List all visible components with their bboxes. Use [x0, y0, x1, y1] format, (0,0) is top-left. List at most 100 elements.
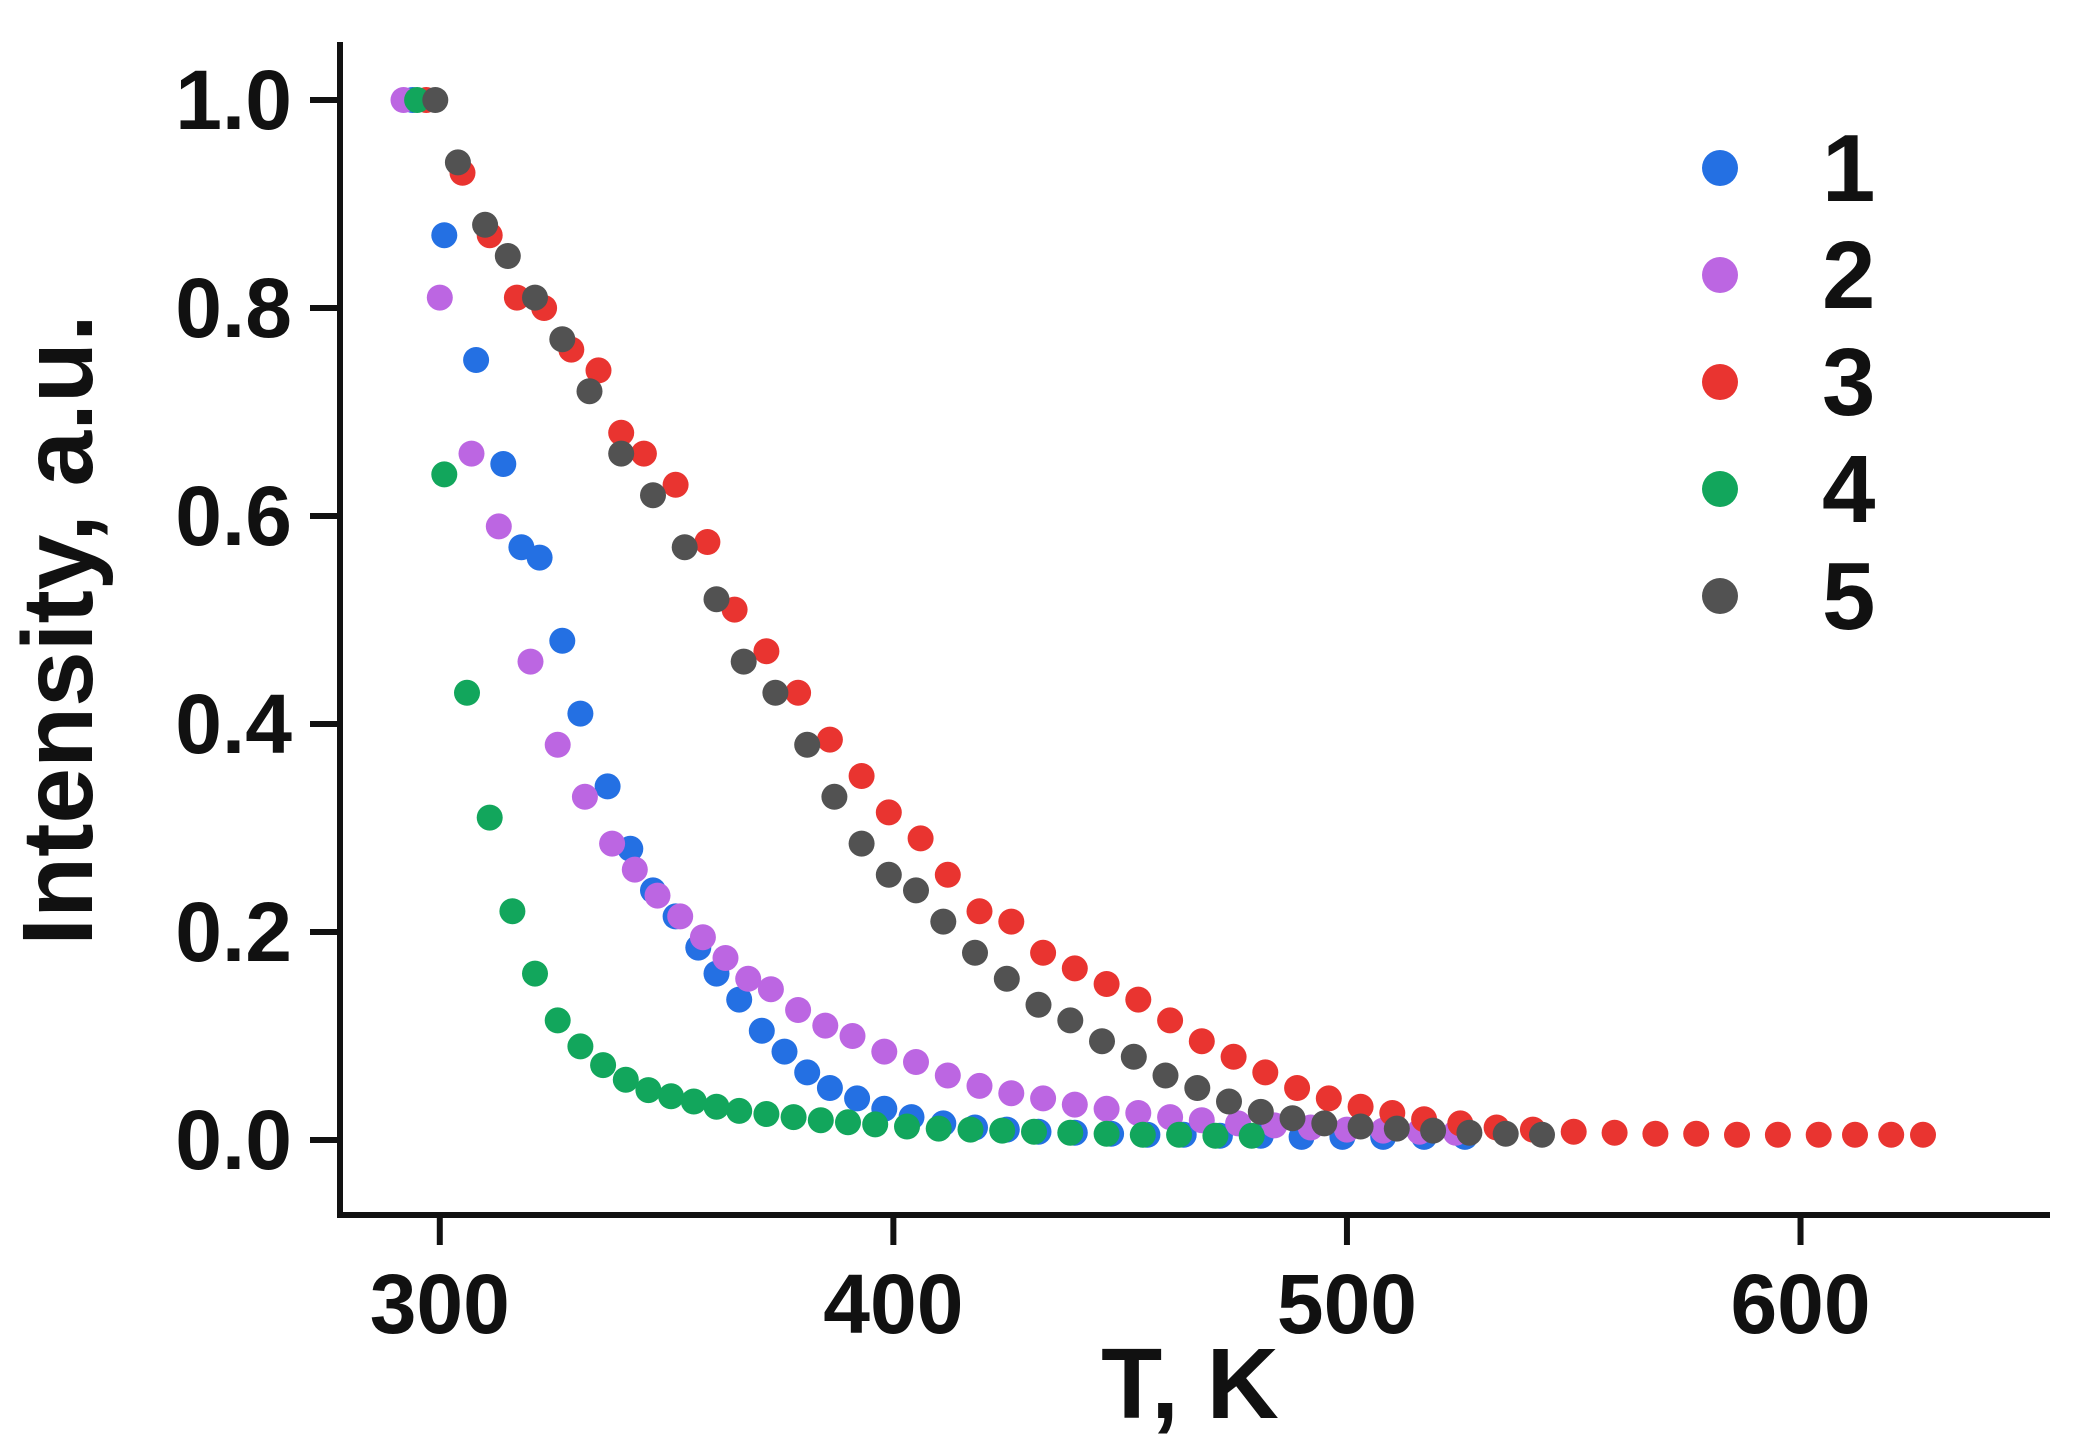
data-point-series-4 [925, 1115, 952, 1142]
data-point-series-2 [998, 1080, 1025, 1107]
data-point-series-5 [962, 939, 988, 966]
data-point-series-5 [1247, 1098, 1274, 1125]
data-point-series-4 [780, 1104, 807, 1131]
data-point-series-4 [894, 1113, 920, 1140]
data-point-series-5 [640, 482, 666, 509]
data-point-series-4 [567, 1033, 594, 1060]
data-point-series-5 [608, 440, 635, 467]
data-point-series-5 [1492, 1120, 1519, 1147]
data-point-series-3 [1252, 1059, 1279, 1086]
data-point-series-1 [748, 1017, 775, 1044]
legend-label-4: 4 [1822, 436, 1875, 543]
data-point-series-4 [1129, 1121, 1156, 1148]
data-point-series-4 [680, 1088, 707, 1115]
data-point-series-5 [930, 908, 957, 935]
data-point-series-2 [544, 731, 571, 758]
data-point-series-3 [1642, 1120, 1669, 1147]
data-point-series-2 [1093, 1095, 1120, 1122]
data-point-series-2 [712, 945, 739, 971]
data-point-series-3 [1347, 1093, 1374, 1120]
data-point-series-1 [463, 347, 490, 373]
data-point-series-2 [599, 830, 626, 857]
data-point-series-5 [794, 731, 821, 758]
data-point-series-3 [1188, 1028, 1215, 1055]
data-point-series-5 [1120, 1043, 1147, 1070]
data-point-series-5 [1347, 1113, 1374, 1140]
data-point-series-3 [1764, 1121, 1791, 1148]
data-point-series-4 [1093, 1120, 1120, 1147]
data-point-series-3 [1878, 1121, 1905, 1148]
data-point-series-2 [871, 1038, 898, 1065]
data-point-series-5 [1025, 991, 1052, 1018]
data-point-series-2 [644, 882, 671, 909]
data-point-series-4 [835, 1109, 861, 1136]
x-tick-label: 300 [370, 1257, 510, 1351]
legend-label-1: 1 [1822, 115, 1875, 222]
data-point-series-5 [422, 87, 449, 113]
data-point-series-3 [998, 908, 1025, 935]
data-point-series-4 [612, 1066, 639, 1093]
legend-label-2: 2 [1822, 222, 1875, 329]
data-point-series-3 [816, 726, 843, 753]
data-point-series-4 [753, 1101, 780, 1127]
data-point-series-4 [726, 1097, 753, 1124]
data-point-series-5 [671, 534, 698, 561]
data-point-series-3 [785, 679, 812, 706]
legend-marker-4 [1702, 471, 1738, 507]
data-point-series-3 [1724, 1121, 1750, 1148]
data-point-series-1 [844, 1085, 871, 1112]
data-point-series-4 [989, 1117, 1016, 1144]
y-tick-label: 0.6 [175, 469, 292, 563]
data-point-series-2 [1061, 1091, 1088, 1118]
x-axis-label: T, K [1101, 1328, 1279, 1440]
data-point-series-5 [1089, 1028, 1115, 1055]
data-point-series-3 [1125, 986, 1152, 1013]
data-point-series-3 [1315, 1085, 1342, 1112]
data-point-series-4 [1021, 1118, 1047, 1145]
data-point-series-3 [585, 357, 612, 384]
legend-marker-1 [1702, 150, 1738, 186]
data-point-series-3 [848, 763, 875, 789]
legend-marker-2 [1702, 257, 1738, 293]
y-tick-label: 0.8 [175, 261, 292, 355]
data-point-series-3 [1061, 955, 1088, 982]
data-point-series-5 [522, 284, 548, 311]
data-point-series-2 [621, 856, 648, 883]
data-point-series-2 [757, 976, 784, 1003]
data-point-series-5 [472, 211, 499, 238]
data-point-series-3 [1842, 1121, 1868, 1148]
data-point-series-2 [426, 284, 453, 311]
data-point-series-1 [594, 773, 621, 800]
data-point-series-5 [848, 830, 875, 857]
data-point-series-2 [903, 1049, 929, 1075]
data-point-series-2 [517, 648, 544, 675]
data-point-series-3 [1093, 971, 1120, 997]
data-point-series-4 [404, 87, 431, 113]
data-point-series-5 [1529, 1121, 1555, 1148]
data-point-series-2 [785, 997, 812, 1023]
data-point-series-1 [549, 627, 576, 654]
data-point-series-3 [934, 861, 961, 888]
data-point-series-3 [503, 284, 530, 311]
data-point-series-4 [862, 1111, 889, 1138]
data-point-series-5 [762, 679, 789, 706]
data-point-series-3 [608, 419, 635, 446]
data-point-series-4 [635, 1077, 662, 1104]
data-point-series-5 [1184, 1075, 1211, 1101]
data-point-series-1 [816, 1075, 843, 1101]
data-point-series-3 [966, 898, 993, 925]
data-point-series-1 [726, 986, 753, 1013]
data-point-series-5 [1311, 1110, 1338, 1137]
data-point-series-5 [549, 326, 576, 353]
data-point-series-5 [444, 149, 471, 176]
data-point-series-3 [753, 638, 780, 665]
data-point-series-2 [485, 513, 512, 540]
data-point-series-2 [689, 924, 716, 951]
data-point-series-3 [1805, 1121, 1832, 1148]
data-point-series-4 [1166, 1121, 1193, 1148]
data-point-series-5 [821, 783, 848, 810]
data-point-series-2 [667, 903, 694, 930]
data-point-series-1 [771, 1038, 798, 1065]
